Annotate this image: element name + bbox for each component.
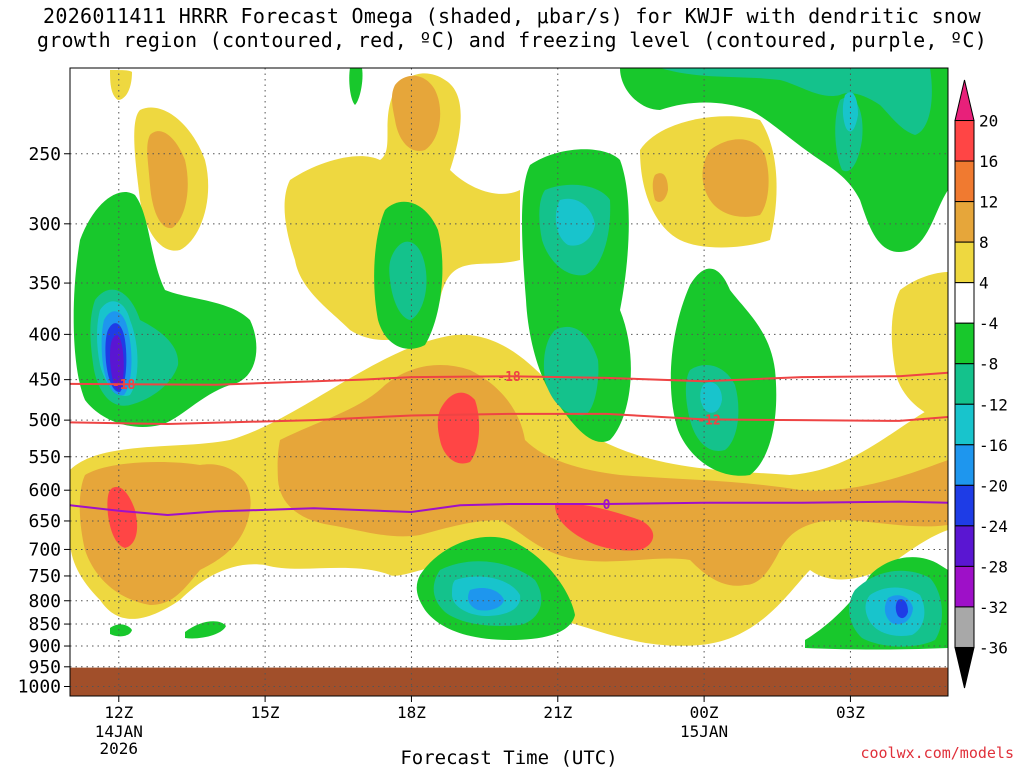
omega-field-neg12 (660, 68, 932, 135)
ground-surface (70, 667, 948, 696)
colorbar-label: -16 (979, 436, 1008, 455)
omega-shading (70, 68, 948, 696)
y-tick-label: 350 (28, 273, 61, 294)
omega-field-neg16 (842, 92, 858, 132)
colorbar-top-arrow (954, 79, 975, 122)
contour-label: -18 (112, 378, 136, 393)
y-tick-label: 450 (28, 370, 61, 391)
y-tick-label: 400 (28, 324, 61, 345)
chart-title-line1: 2026011411 HRRR Forecast Omega (shaded, … (43, 4, 981, 28)
colorbar-bottom-arrow (954, 646, 975, 689)
colorbar-label: -12 (979, 395, 1008, 414)
y-tick-label: 1000 (18, 677, 61, 698)
colorbar-label: -8 (979, 355, 998, 374)
omega-field-pos8 (652, 173, 668, 202)
omega-field-pos8 (391, 75, 441, 151)
contour-label: 0 (603, 498, 611, 513)
y-tick-label: 950 (28, 657, 61, 678)
omega-field-neg8 (349, 68, 363, 105)
y-tick-label: 300 (28, 214, 61, 235)
x-year-label: 2026 (100, 739, 139, 758)
y-tick-label: 500 (28, 410, 61, 431)
omega-field-neg24 (895, 599, 908, 619)
y-tick-label: 600 (28, 480, 61, 501)
colorbar-band (954, 606, 975, 648)
omega-field-neg12 (389, 241, 427, 320)
x-tick-label: 21Z (543, 703, 572, 722)
colorbar-band (954, 282, 975, 324)
contour--18 (70, 371, 948, 386)
omega-field-neg16 (700, 382, 722, 413)
omega-field-neg8 (110, 624, 132, 637)
plot-frame (69, 67, 949, 697)
omega-field-pos8 (702, 139, 769, 217)
x-date-label: 14JAN (95, 722, 143, 741)
colorbar-label: 4 (979, 274, 989, 293)
colorbar-band (954, 363, 975, 405)
y-tick-label: 250 (28, 144, 61, 165)
credit-text: coolwx.com/models (860, 744, 1014, 762)
colorbar-label: 8 (979, 233, 989, 252)
colorbar-band (954, 120, 975, 162)
colorbar-band (954, 322, 975, 365)
omega-field-neg8 (620, 68, 948, 252)
x-tick-label: 15Z (251, 703, 280, 722)
contour--12 (70, 412, 948, 426)
colorbar-band (954, 484, 975, 527)
colorbar-label: -4 (979, 314, 998, 333)
omega-field-pos16 (437, 392, 480, 464)
omega-field-neg16 (555, 198, 595, 246)
chart-title-line2: growth region (contoured, red, ºC) and f… (36, 28, 988, 52)
colorbar-band (954, 241, 975, 284)
contour-lines (70, 371, 948, 517)
colorbar-label: 16 (979, 152, 998, 171)
colorbar-band (954, 403, 975, 446)
x-axis-title: Forecast Time (UTC) (400, 747, 617, 768)
colorbar-label: -32 (979, 598, 1008, 617)
omega-field-pos16 (555, 503, 654, 551)
y-tick-label: 550 (28, 447, 61, 468)
colorbar-label: 12 (979, 193, 998, 212)
contour-label: -18 (497, 370, 521, 385)
colorbar-label: -28 (979, 557, 1008, 576)
x-tick-label: 03Z (836, 703, 865, 722)
colorbar-band (954, 565, 975, 608)
y-tick-label: 850 (28, 614, 61, 635)
y-tick-label: 900 (28, 636, 61, 657)
x-tick-label: 00Z (690, 703, 719, 722)
colorbar-label: -36 (979, 638, 1008, 657)
colorbar-band (954, 160, 975, 203)
colorbar-band (954, 444, 975, 486)
x-tick-label: 18Z (397, 703, 426, 722)
y-tick-label: 750 (28, 566, 61, 587)
colorbar-band (954, 201, 975, 243)
omega-field-pos4 (891, 272, 948, 420)
omega-field-neg20 (468, 588, 504, 611)
x-date-label: 15JAN (680, 722, 728, 741)
colorbar-label: -20 (979, 476, 1008, 495)
y-tick-label: 650 (28, 511, 61, 532)
omega-field-pos16 (107, 486, 138, 548)
y-tick-label: 700 (28, 539, 61, 560)
y-axis: 2503003504004505005506006507007508008509… (18, 144, 70, 698)
contour-labels: -18 -18 -12 0 (112, 370, 721, 513)
contour-label: -12 (697, 413, 720, 428)
x-tick-label: 12Z (104, 703, 133, 722)
omega-field-neg8 (185, 621, 226, 639)
colorbar-band (954, 525, 975, 567)
colorbar-label: -24 (979, 517, 1008, 536)
y-tick-label: 800 (28, 591, 61, 612)
omega-field-pos4 (110, 70, 132, 100)
colorbar-label: 20 (979, 112, 998, 131)
colorbar: 20 16 12 8 4 -4 -8 -12 -16 -20 -24 -28 -32 -36 (954, 79, 1008, 689)
contour-0 (70, 500, 948, 517)
omega-field-neg28 (110, 335, 124, 390)
omega-field-pos8 (147, 131, 188, 229)
